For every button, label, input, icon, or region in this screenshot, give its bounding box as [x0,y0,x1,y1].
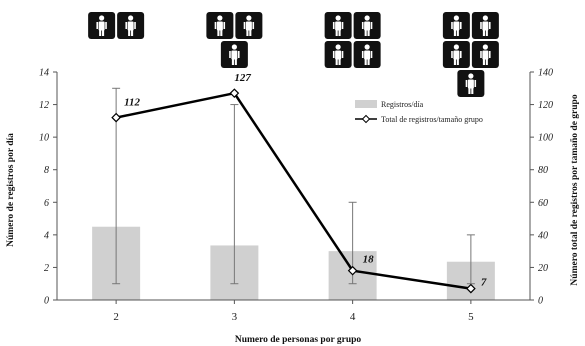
line-series: 112 127 18 7 [111,72,487,294]
person-icon [324,41,352,68]
y-tick-label: 8 [44,165,49,176]
person-icon [457,70,485,97]
y-tick-label: 0 [44,296,49,307]
y2-tick-label: 120 [538,100,553,111]
x-tick-label: 2 [113,311,119,323]
y2-tick-label: 40 [538,230,548,241]
person-icon [442,12,470,39]
y2-tick-label: 20 [538,263,548,274]
person-icon [442,41,470,68]
x-tick-label: 5 [468,311,474,323]
person-icon [206,12,234,39]
x-tick-label: 4 [350,311,356,323]
series-line [115,91,472,290]
data-label: 7 [481,277,487,289]
y2-tick-label: 0 [538,296,543,307]
y-tick-label: 2 [44,263,49,274]
y2-axis-title: Número total de registros por tamaño de … [570,94,580,285]
person-icon [235,12,263,39]
x-tick-label: 3 [232,311,238,323]
y-tick-label: 4 [44,230,49,241]
line-marker [111,112,121,123]
error-bars [112,87,475,285]
legend-label: Total de registros/tamaño grupo [381,115,483,124]
legend-swatch-marker [361,114,371,124]
line-marker [466,283,476,294]
legend-label: Registros/día [381,100,424,109]
y-tick-label: 6 [44,198,49,209]
y2-tick-label: 80 [538,165,548,176]
y-tick-label: 12 [39,100,49,111]
legend-swatch-bar [355,100,377,108]
y2-tick-label: 60 [538,198,548,209]
bar-series [92,226,495,300]
person-icon [220,41,248,68]
y2-tick-label: 140 [538,68,553,79]
line-marker [229,88,240,99]
person-icon [471,41,499,68]
y2-tick-label: 100 [538,133,553,144]
y-tick-label: 10 [39,133,49,144]
legend: Registros/día Total de registros/tamaño g… [355,100,483,124]
data-label: 18 [363,254,375,266]
person-icon [117,12,145,39]
data-label: 112 [124,97,140,109]
person-icon [88,12,116,39]
group-size-icons [88,12,499,97]
line-marker [347,265,358,276]
y-axis-title: Número de registros por día [6,133,16,247]
person-icon [471,12,499,39]
x-axis-title: Numero de personas por grupo [235,335,362,345]
person-icon [353,41,381,68]
person-icon [324,12,352,39]
person-icon [353,12,381,39]
data-label: 127 [234,72,251,84]
y-tick-label: 14 [39,68,49,79]
